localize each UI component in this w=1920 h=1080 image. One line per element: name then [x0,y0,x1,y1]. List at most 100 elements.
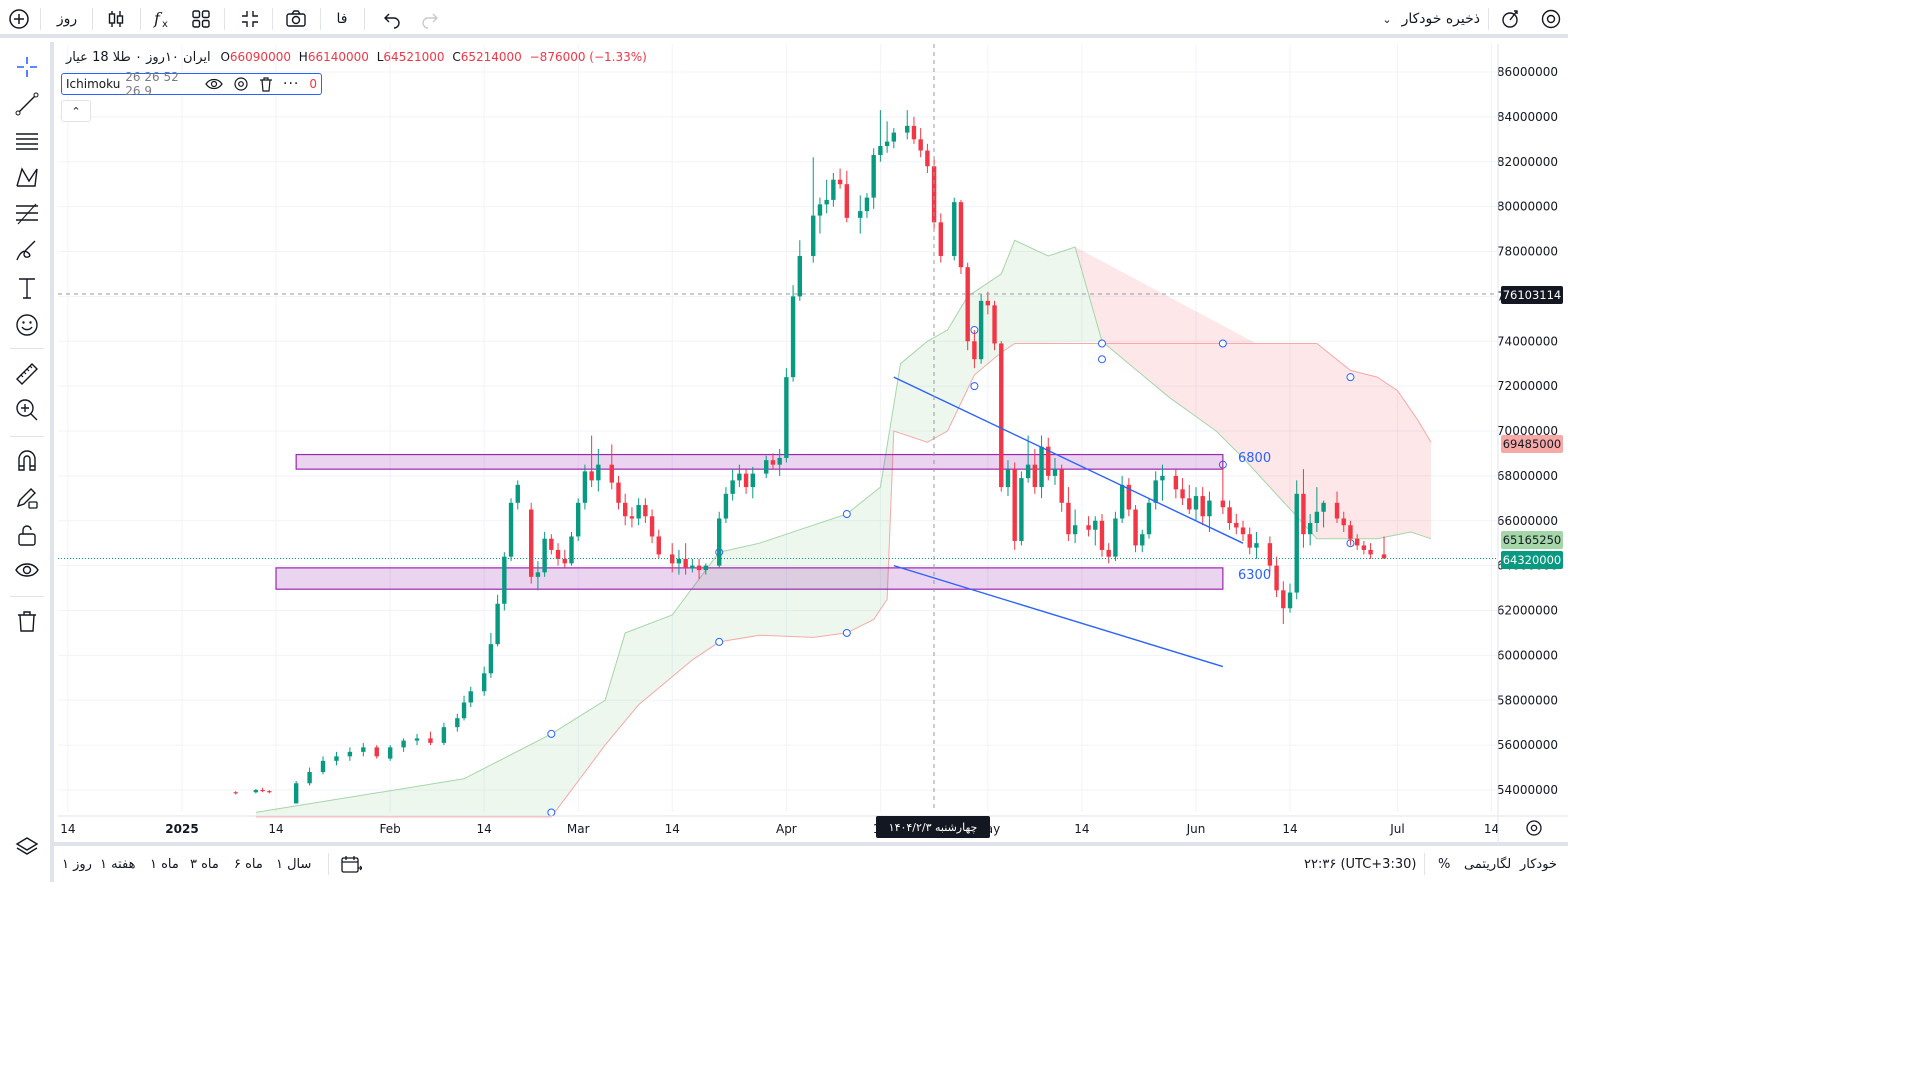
unlock-icon[interactable] [10,520,44,550]
collapse-legend-chevron-up-icon[interactable]: ⌃ [61,100,91,122]
candle-body [1126,484,1132,510]
candle-body [770,460,776,465]
pattern-xabcd-icon[interactable] [10,162,44,192]
y-tick-label: 68000000 [1497,469,1558,483]
candle-body [1160,475,1165,481]
candle-body [811,215,816,256]
add-symbol-icon[interactable] [6,0,32,38]
candle-body [1247,534,1252,548]
brush-icon[interactable] [10,236,44,266]
range-1w-button[interactable]: هفته ۱ [100,856,136,872]
candle-body [596,464,601,481]
candle-body [481,673,487,692]
candle-body [1099,520,1105,550]
bottom-toolbar: روز ۱ هفته ۱ ماه ۱ ماه ۳ ماه ۶ سال ۱ ۲۲:… [54,842,1568,882]
scale-settings-icon[interactable] [1524,818,1544,838]
language-button[interactable]: فا [336,11,348,27]
trash-icon[interactable] [10,606,44,636]
x-tick-label: Jul [1389,822,1404,836]
candle-body [1281,590,1286,609]
cloud-anchor-handle [547,808,556,817]
candle-body [831,179,836,200]
templates-grid-icon[interactable] [188,0,214,38]
lock-drawing-pencil-icon[interactable] [10,483,44,513]
delete-icon[interactable] [259,76,273,92]
candle-body [528,509,534,577]
cloud-anchor-handle [1346,373,1355,382]
camera-snapshot-icon[interactable] [282,0,310,38]
candle-body [233,792,238,794]
percent-toggle[interactable]: % [1438,856,1451,872]
kumo-top-price-label: 69485000 [1501,435,1563,453]
x-tick-label: 2025 [165,822,198,836]
candle-body [737,473,742,481]
horizontal-lines-icon[interactable] [10,126,44,156]
high-value: 66140000 [307,50,369,64]
crosshair-date-label: چهارشنبه ۱۴۰۴/۲/۳ [876,816,990,838]
emoji-icon[interactable] [10,310,44,340]
undo-icon[interactable] [378,0,406,38]
indicator-legend-ichimoku[interactable]: Ichimoku 26 26 52 26 9 ··· 0 [61,70,322,98]
candle-body [1012,469,1017,541]
range-3m-button[interactable]: ماه ۳ [190,856,219,872]
hide-drawings-eye-icon[interactable] [10,556,44,586]
candle-body [784,377,789,458]
crosshair [58,44,1498,812]
timezone-clock[interactable]: ۲۲:۳۶ (UTC+3:30) [1304,856,1417,872]
close-value: 65214000 [460,50,522,64]
x-tick-label: 14 [477,822,492,836]
more-dots-icon[interactable]: ··· [283,76,300,92]
trend-line-icon[interactable] [10,89,44,119]
eye-icon[interactable] [205,77,223,91]
symbol-title[interactable]: ایران ۱۰روز ۰ طلا 18 عیار [66,50,211,65]
log-scale-toggle[interactable]: لگاریتمی [1464,856,1512,872]
ruler-measure-icon[interactable] [10,359,44,389]
zoom-in-icon[interactable] [10,395,44,425]
cloud-anchor-handle [715,637,724,646]
auto-scale-toggle[interactable]: خودکار [1520,856,1557,872]
range-1d-button[interactable]: روز ۱ [62,856,92,872]
candle-body [690,565,695,568]
senkou-span-b-line [255,343,1432,818]
candle-body [871,155,876,198]
candle-body [1354,538,1360,546]
candle-body [1348,525,1353,539]
settings-icon[interactable] [233,76,249,92]
crosshair-cursor-icon[interactable] [10,52,44,82]
candle-body [428,738,433,743]
candle-body [878,146,883,156]
date-range-calendar-icon[interactable] [340,846,362,882]
magnet-icon[interactable] [10,446,44,476]
interval-button[interactable]: روز [56,11,78,27]
layers-icon[interactable] [10,832,44,862]
low-label: L [376,50,384,64]
candle-body [1341,518,1346,526]
range-1m-button[interactable]: ماه ۱ [150,856,179,872]
fib-levels-icon[interactable] [10,199,44,229]
text-tool-icon[interactable] [10,273,44,303]
candle-body [629,516,635,519]
y-tick-label: 70000000 [1497,424,1558,438]
candle-body [555,549,561,559]
publish-idea-icon[interactable] [1498,0,1524,38]
last-price-label: 64320000 [1501,551,1563,569]
price-chart[interactable]: 86000000 84000000 82000000 80000000 78000000… [54,42,1568,842]
candle-body [1180,489,1185,499]
redo-icon[interactable] [416,0,444,38]
candle-body [562,558,567,564]
range-6m-button[interactable]: ماه ۶ [234,856,263,872]
autosave-dropdown[interactable]: ⌄ ذخیره خودکار [1360,0,1480,38]
plot-background [58,44,1498,812]
chart-type-candles-icon[interactable] [102,0,130,38]
candle-body [636,505,641,519]
range-1y-button[interactable]: سال ۱ [276,856,312,872]
candle-body [1193,496,1199,510]
fullscreen-collapse-icon[interactable] [236,0,264,38]
candle-body [985,300,991,306]
candle-body [1052,469,1058,476]
candle-body [575,502,581,537]
candle-body [334,756,339,761]
candle-body [817,204,823,216]
settings-gear-icon[interactable] [1538,0,1564,38]
